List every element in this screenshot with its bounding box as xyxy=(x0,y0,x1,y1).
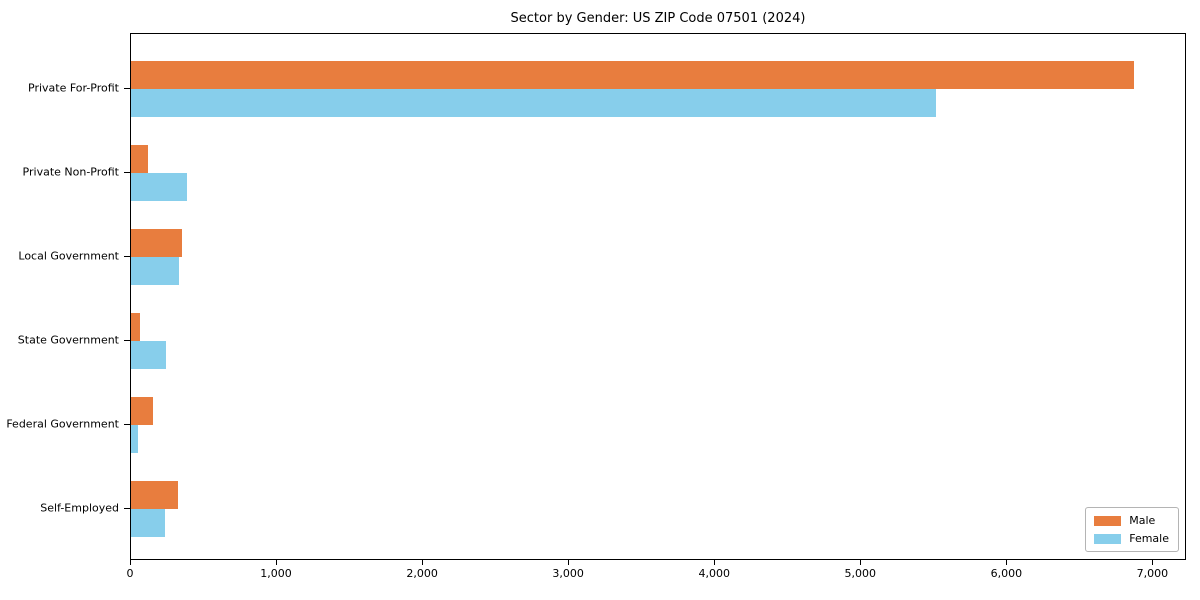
x-tick-label-6-000: 6,000 xyxy=(990,567,1023,580)
y-tick-label-federal-government: Federal Government xyxy=(6,417,119,431)
y-tick-mark xyxy=(124,424,130,425)
male-series-swatch xyxy=(1094,515,1122,526)
bar-male-private-for-profit xyxy=(131,61,1134,89)
bar-male-self-employed xyxy=(131,481,178,509)
y-tick-label-private-for-profit: Private For-Profit xyxy=(28,81,119,95)
x-tick-mark xyxy=(860,560,862,565)
female-series-swatch xyxy=(1094,533,1122,544)
bar-female-state-government xyxy=(131,341,166,369)
chart-title: Sector by Gender: US ZIP Code 07501 (202… xyxy=(510,11,806,26)
legend-label-male: Male xyxy=(1129,514,1156,527)
bars-layer xyxy=(131,34,1185,559)
bar-female-self-employed xyxy=(131,509,165,537)
x-tick-mark xyxy=(568,560,570,565)
x-tick-label-5-000: 5,000 xyxy=(844,567,877,580)
x-tick-label-0: 0 xyxy=(126,567,134,580)
y-tick-mark xyxy=(124,88,130,89)
y-tick-label-private-non-profit: Private Non-Profit xyxy=(22,165,119,179)
legend-label-female: Female xyxy=(1129,532,1169,545)
x-tick-label-1-000: 1,000 xyxy=(260,567,292,580)
bar-male-local-government xyxy=(131,229,183,257)
x-tick-label-3-000: 3,000 xyxy=(552,567,584,580)
bar-male-federal-government xyxy=(131,397,153,425)
x-tick-mark xyxy=(714,560,716,565)
bar-female-private-non-profit xyxy=(131,173,188,201)
y-tick-label-self-employed: Self-Employed xyxy=(40,501,119,515)
x-tick-label-4-000: 4,000 xyxy=(698,567,730,580)
x-tick-mark xyxy=(276,560,278,565)
bar-female-local-government xyxy=(131,257,180,285)
bar-female-private-for-profit xyxy=(131,89,936,117)
legend: Male Female xyxy=(1085,507,1179,552)
x-tick-mark xyxy=(1152,560,1154,565)
legend-item-male: Male xyxy=(1094,514,1169,527)
plot-area: Male Female xyxy=(130,33,1186,560)
y-tick-mark xyxy=(124,172,130,173)
x-tick-mark xyxy=(1006,560,1008,565)
x-tick-label-7-000: 7,000 xyxy=(1136,567,1169,580)
bar-male-private-non-profit xyxy=(131,145,149,173)
y-tick-mark xyxy=(124,256,130,257)
y-tick-mark xyxy=(124,340,130,341)
x-tick-mark xyxy=(422,560,424,565)
legend-item-female: Female xyxy=(1094,532,1169,545)
x-tick-label-2-000: 2,000 xyxy=(406,567,438,580)
y-tick-label-state-government: State Government xyxy=(17,333,119,347)
y-tick-label-local-government: Local Government xyxy=(18,249,119,263)
bar-female-federal-government xyxy=(131,425,139,453)
bar-male-state-government xyxy=(131,313,140,341)
x-tick-mark xyxy=(130,560,131,565)
y-tick-mark xyxy=(124,508,130,509)
